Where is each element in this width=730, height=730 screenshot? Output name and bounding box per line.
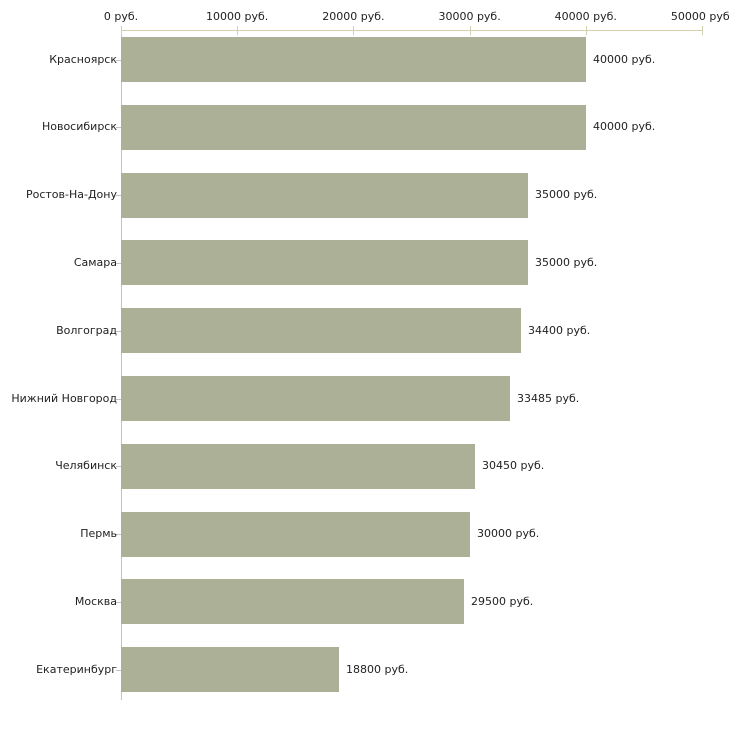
bar <box>121 240 528 285</box>
y-axis-tick <box>116 670 121 671</box>
bar <box>121 579 464 624</box>
y-axis-tick <box>116 602 121 603</box>
x-axis-tick <box>121 26 122 35</box>
bar <box>121 647 339 692</box>
value-label: 34400 руб. <box>528 324 591 337</box>
y-axis-tick <box>116 466 121 467</box>
y-axis-tick <box>116 399 121 400</box>
y-axis-tick <box>116 263 121 264</box>
x-axis-tick-label: 10000 руб. <box>206 10 269 23</box>
bar <box>121 308 521 353</box>
x-axis-tick <box>353 26 355 35</box>
category-label: Нижний Новгород <box>11 392 117 405</box>
x-axis-tick <box>585 26 587 35</box>
x-axis-tick-label: 0 руб. <box>103 10 139 23</box>
category-label: Екатеринбург <box>36 663 117 676</box>
x-axis-tick-label: 40000 руб. <box>554 10 617 23</box>
x-axis-tick <box>237 26 239 35</box>
category-label: Красноярск <box>49 53 117 66</box>
x-axis-tick-label: 30000 руб. <box>438 10 501 23</box>
bar <box>121 37 586 82</box>
category-label: Пермь <box>80 527 117 540</box>
value-label: 35000 руб. <box>535 188 598 201</box>
y-axis-tick <box>116 60 121 61</box>
x-axis-tick <box>469 26 471 35</box>
y-axis-tick <box>116 127 121 128</box>
y-axis-tick <box>116 195 121 196</box>
y-axis-tick <box>116 534 121 535</box>
value-label: 35000 руб. <box>535 256 598 269</box>
category-label: Новосибирск <box>41 120 117 133</box>
bar <box>121 105 586 150</box>
bar <box>121 444 475 489</box>
bar <box>121 512 470 557</box>
x-axis-tick-label: 20000 руб. <box>322 10 385 23</box>
category-label: Волгоград <box>56 324 117 337</box>
category-label: Ростов-На-Дону <box>25 188 117 201</box>
x-axis-tick-label: 50000 руб. <box>670 10 730 23</box>
bar <box>121 376 510 421</box>
category-label: Самара <box>73 256 117 269</box>
y-axis-tick <box>116 331 121 332</box>
bar <box>121 173 528 218</box>
y-axis-line <box>121 30 122 700</box>
value-label: 40000 руб. <box>593 120 656 133</box>
category-label: Челябинск <box>55 459 117 472</box>
value-label: 18800 руб. <box>346 663 409 676</box>
value-label: 30450 руб. <box>482 459 545 472</box>
category-label: Москва <box>74 595 117 608</box>
x-axis-line <box>121 30 702 31</box>
x-axis-tick <box>702 26 703 35</box>
value-label: 29500 руб. <box>471 595 534 608</box>
value-label: 30000 руб. <box>477 527 540 540</box>
value-label: 33485 руб. <box>517 392 580 405</box>
value-label: 40000 руб. <box>593 53 656 66</box>
